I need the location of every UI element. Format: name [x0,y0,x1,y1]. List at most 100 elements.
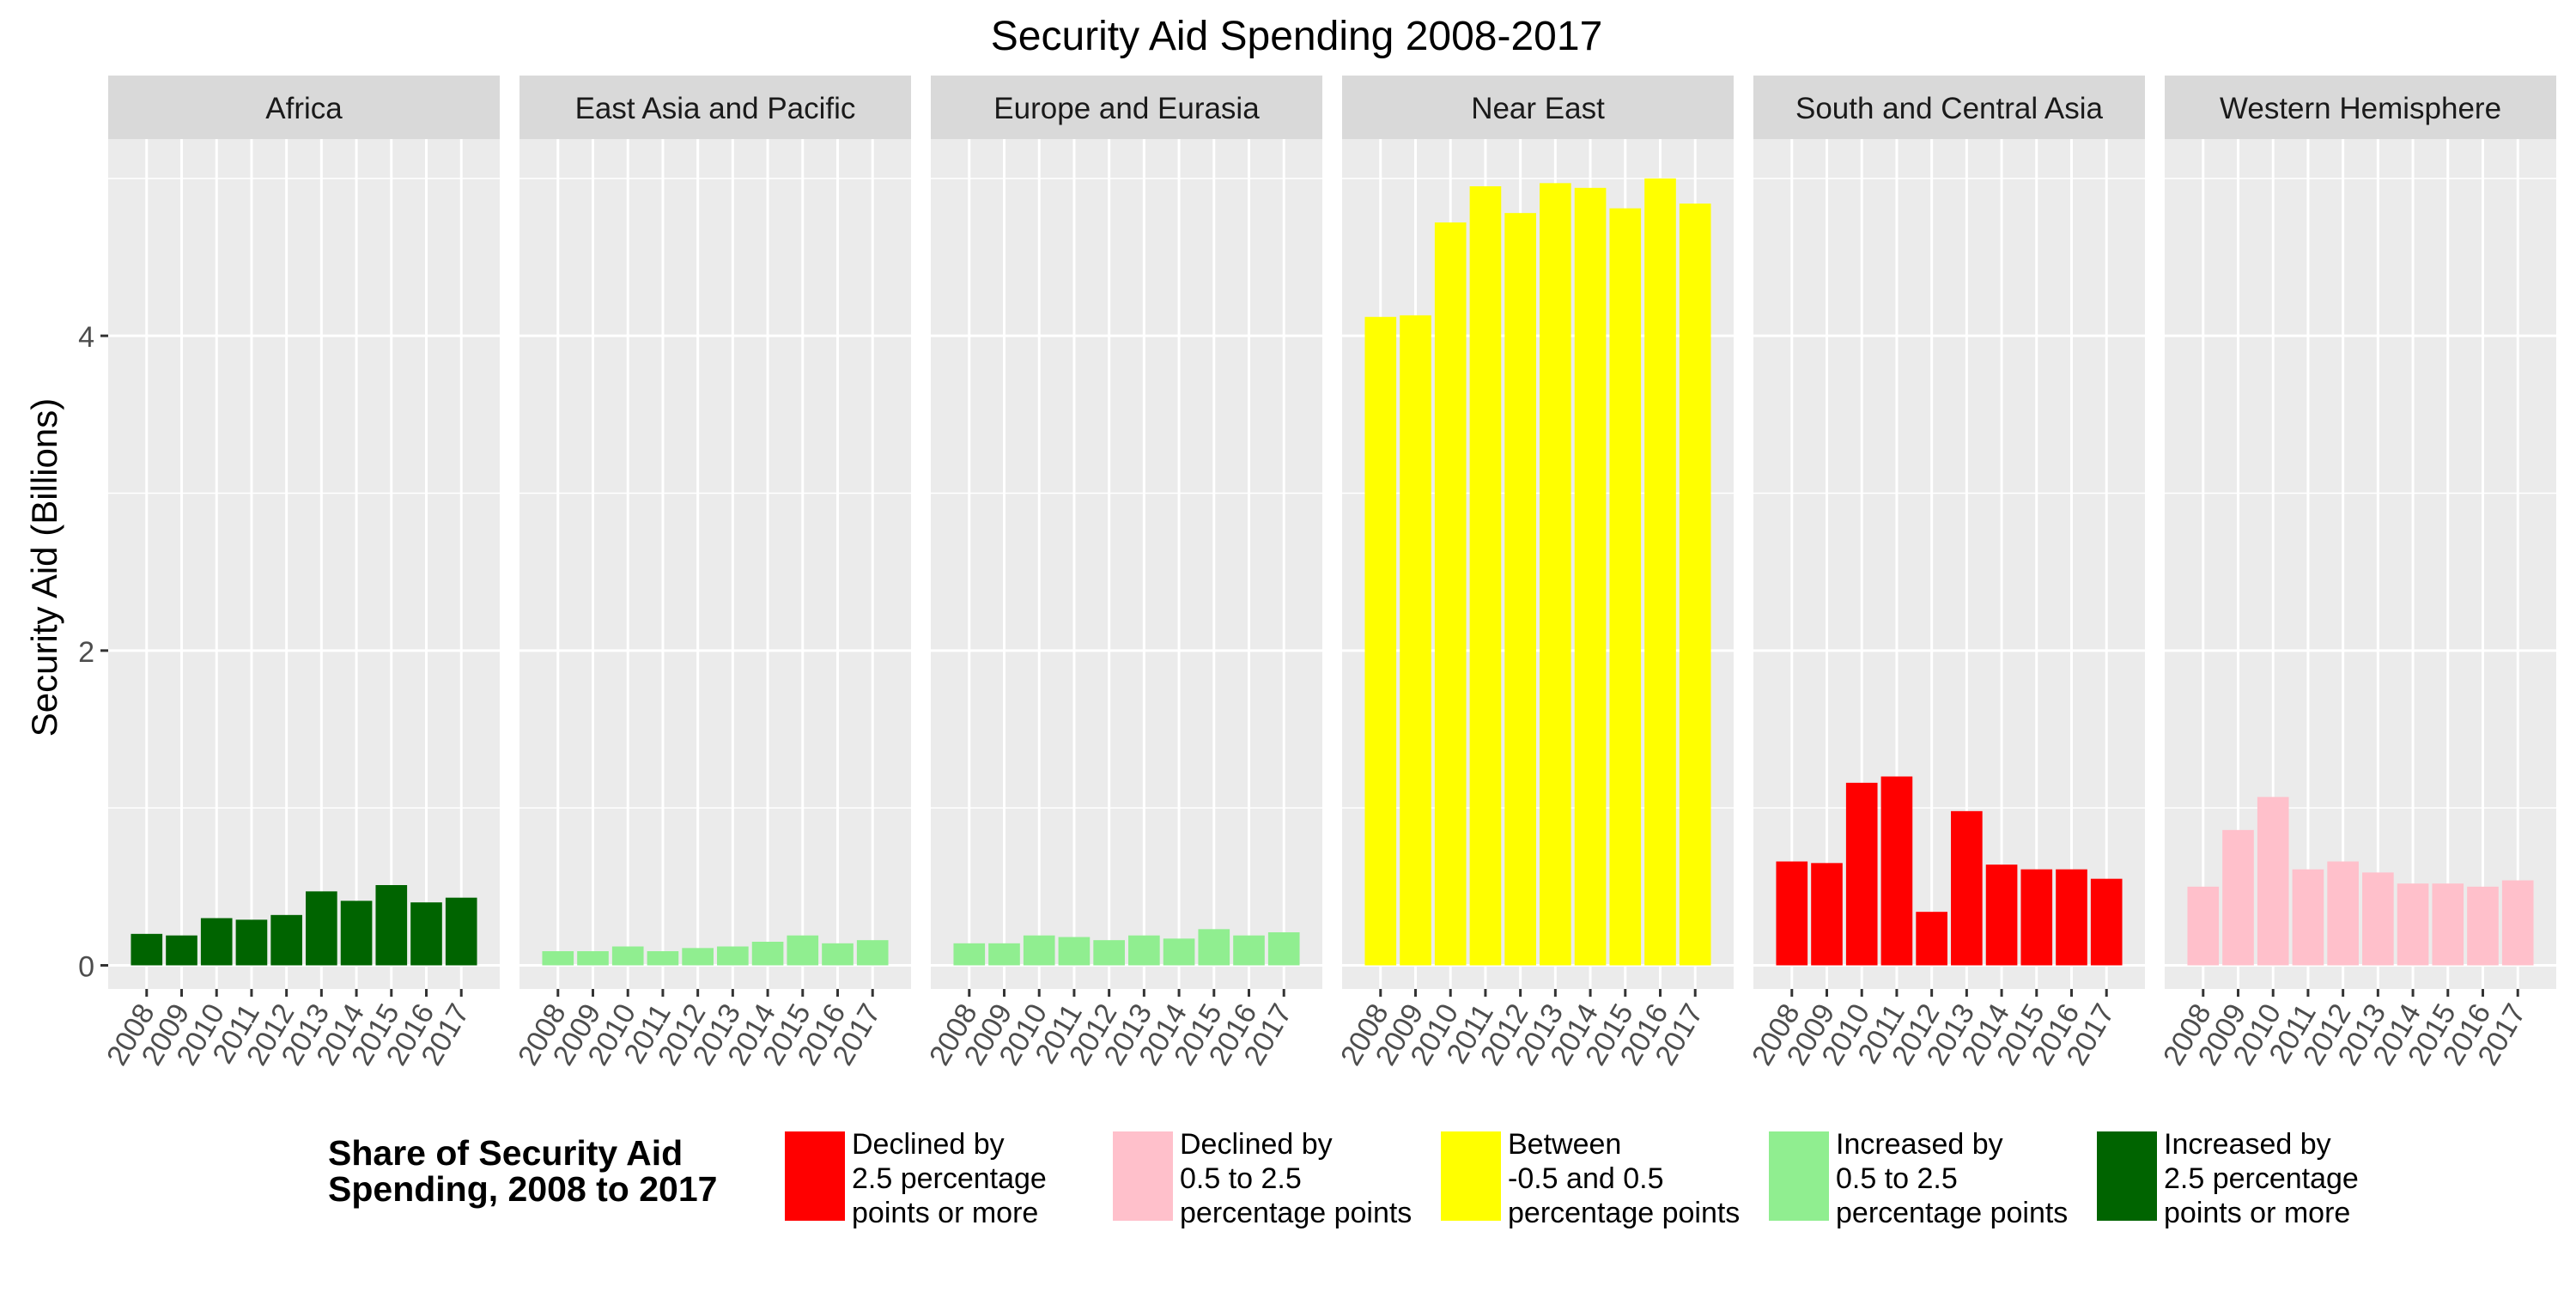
bar [1679,203,1711,966]
bar [1776,861,1808,966]
bar [1916,912,1947,966]
bar [2292,869,2324,966]
facet-panels: Africa2008200920102011201220132014201520… [100,76,2556,1071]
legend-label: percentage points [1836,1197,2068,1229]
bar [340,901,373,966]
legend-swatch [1441,1131,1501,1221]
y-tick-label: 4 [78,321,94,354]
legend-swatch [785,1131,845,1221]
bar [1023,935,1055,966]
chart-title: Security Aid Spending 2008-2017 [991,14,1603,59]
legend-label: Between [1508,1128,1621,1161]
y-tick-label: 2 [78,636,94,669]
facet-strip [108,76,500,139]
bar [1469,186,1502,966]
bar [166,935,197,966]
bar [2467,886,2499,966]
panel-background [519,139,911,989]
facet-strip-label: South and Central Asia [1795,92,2104,125]
bar [1434,222,1467,966]
legend-label: 0.5 to 2.5 [1836,1162,1958,1195]
legend-label: Declined by [852,1128,1005,1161]
facet-panel: Africa2008200920102011201220132014201520… [100,76,500,1071]
bar [1058,937,1091,966]
bar [1400,315,1431,966]
facet-strip-label: Europe and Eurasia [993,92,1260,125]
bar [1163,938,1195,966]
bar [647,951,679,966]
legend-label: Declined by [1180,1128,1333,1161]
bar [751,942,784,966]
legend-label: percentage points [1180,1197,1412,1229]
legend-label: percentage points [1508,1197,1740,1229]
bar [2187,886,2220,966]
y-axis-label: Security Aid (Billions) [24,398,64,737]
facet-panel: Near East2008200920102011201220132014201… [1334,76,1734,1071]
panel-background [931,139,1322,989]
legend-label: points or more [2164,1197,2350,1229]
bar [856,940,889,966]
bar [2222,829,2254,966]
bar [131,933,163,966]
bar [682,948,714,966]
bar [1267,932,1300,966]
bar [2327,861,2359,966]
bar [988,943,1020,966]
bar [1880,776,1913,966]
legend-label: -0.5 and 0.5 [1508,1162,1663,1195]
facet-strip-label: Western Hemisphere [2220,92,2501,125]
bar [2501,880,2534,966]
legend-title: Spending, 2008 to 2017 [328,1169,717,1209]
legend-swatch [2097,1131,2157,1221]
bar [445,897,477,966]
bar [235,919,268,966]
bar [2020,869,2053,966]
bar [1198,929,1230,966]
bar [1644,178,1676,966]
bar [375,885,408,966]
bar [611,946,644,966]
facet-strip-label: Near East [1471,92,1605,125]
legend-label: 2.5 percentage [2164,1162,2359,1195]
bar [1504,213,1536,966]
legend-label: points or more [852,1197,1038,1229]
y-tick-label: 0 [78,951,94,984]
bar [2362,872,2394,966]
y-axis: 0 2 4 [78,321,108,984]
bar [1609,208,1642,966]
bar [1951,810,1983,966]
panel-background [108,139,500,989]
facet-strip [519,76,911,139]
facet-strip-label: East Asia and Pacific [575,92,856,125]
facet-strip [1342,76,1734,139]
bar [2397,883,2429,966]
facet-panel: Europe and Eurasia2008200920102011201220… [923,76,1322,1071]
legend-swatch [1113,1131,1173,1221]
bar [1364,317,1397,966]
facet-panel: East Asia and Pacific2008200920102011201… [512,76,911,1071]
bar [306,891,337,966]
bar [1574,187,1607,966]
bar [822,943,854,966]
bar [953,943,986,966]
bar [2432,883,2464,966]
facet-strip-label: Africa [265,92,343,125]
legend-title: Share of Security Aid [328,1133,683,1173]
bar [787,935,819,966]
bar [717,946,749,966]
facet-strip [2165,76,2556,139]
facet-panel: South and Central Asia200820092010201120… [1746,76,2145,1071]
facet-panel: Western Hemisphere2008200920102011201220… [2157,76,2556,1071]
bar [2090,878,2123,966]
bar [1540,183,1571,966]
legend-swatch [1769,1131,1829,1221]
bar [542,951,574,966]
legend-label: 2.5 percentage [852,1162,1047,1195]
